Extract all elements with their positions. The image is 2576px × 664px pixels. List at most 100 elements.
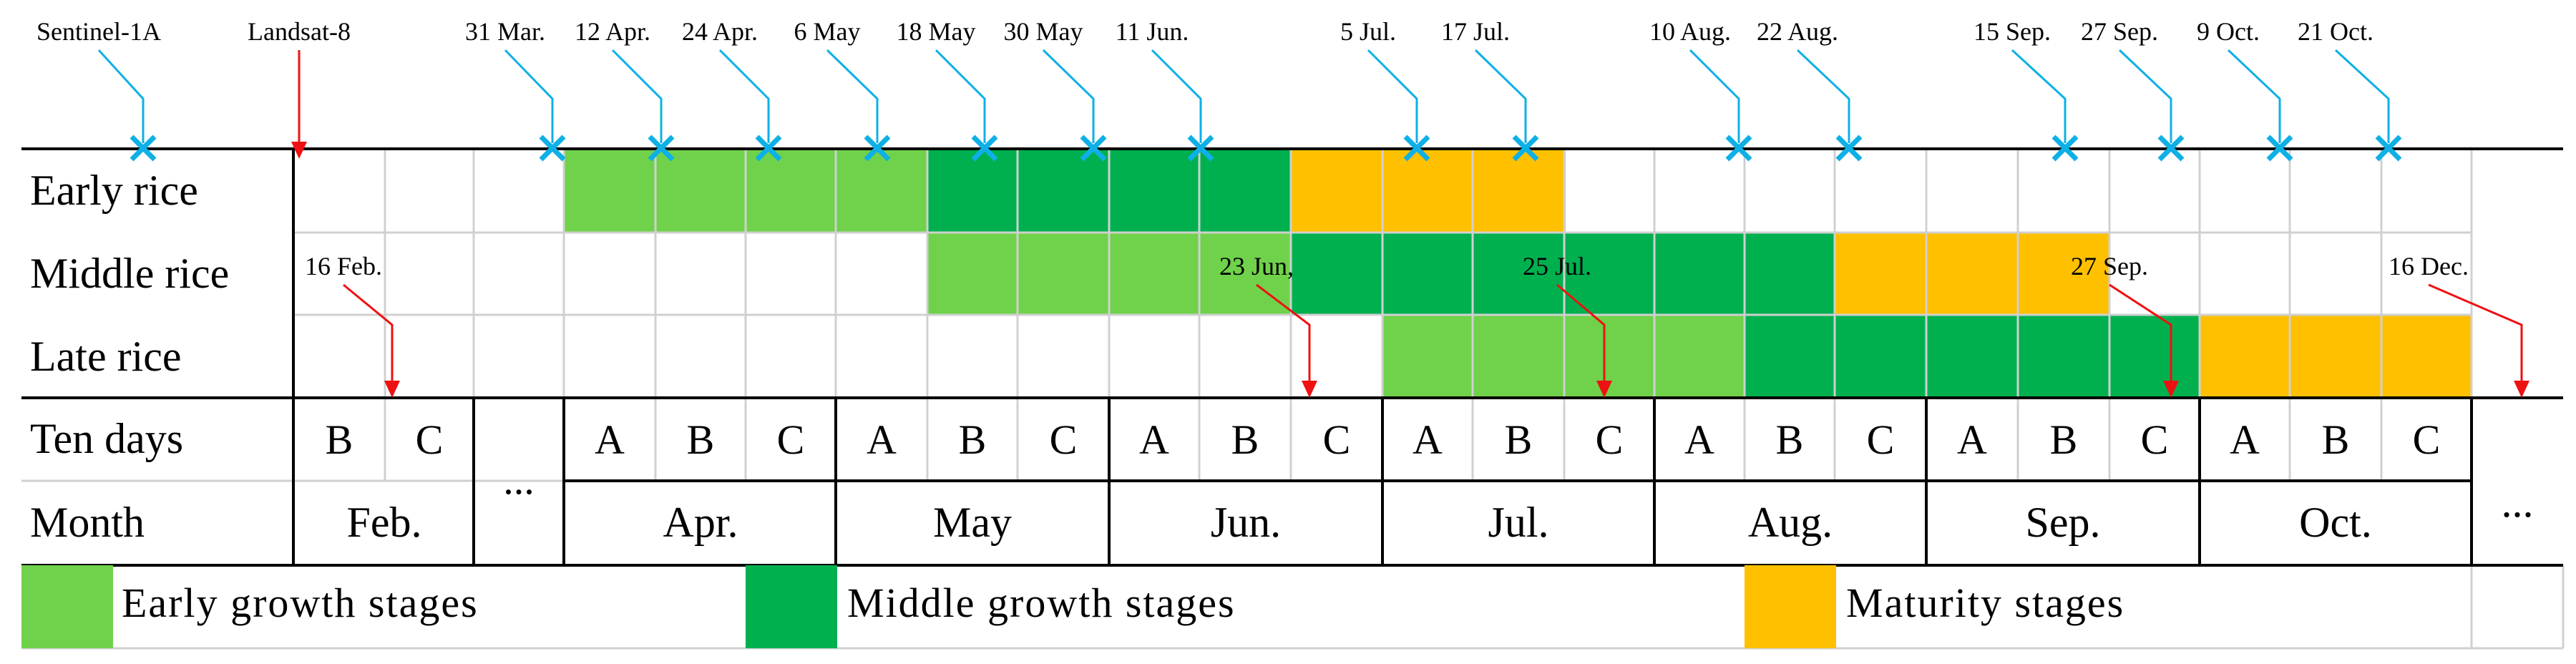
ten-days-cell: A [1684, 416, 1714, 463]
sentinel-cross-icon [2375, 135, 2402, 162]
table-borders [21, 147, 2563, 567]
ten-days-cell: C [1596, 416, 1624, 463]
ten-days-cell: C [2413, 416, 2441, 463]
legend-label-early: Early growth stages [122, 580, 479, 626]
middle-rice-maturity-stage [1835, 233, 2109, 315]
landsat-leader-line [1256, 283, 1311, 384]
sentinel-cross-icon [539, 135, 566, 162]
sentinel-cross-icon [130, 135, 157, 162]
ten-days-cell: C [777, 416, 805, 463]
landsat-leader-line [2109, 283, 2172, 384]
ten-days-cell: B [1231, 416, 1259, 463]
ten-days-cell: C [1867, 416, 1895, 463]
sentinel-leader-line [1151, 49, 1202, 143]
acquisition-date-label: 16 Dec. [2389, 252, 2469, 280]
month-cell: Aug. [1748, 499, 1833, 546]
month-cell: Feb. [347, 499, 422, 546]
sentinel-cross-icon [1080, 135, 1107, 162]
stage-bars [564, 149, 2472, 398]
sentinel-leader-line [826, 49, 879, 143]
row-label-late-rice: Late rice [30, 333, 182, 380]
month-row: Feb. Apr. May Jun. Jul. Aug. Sep. Oct. .… [347, 479, 2534, 546]
acquisition-date-label: 17 Jul. [1441, 17, 1510, 46]
ten-days-cell: B [1505, 416, 1533, 463]
acquisition-date-label: 23 Jun, [1219, 252, 1294, 280]
month-cell: Jul. [1488, 499, 1548, 546]
acquisition-date-label: 9 Oct. [2197, 17, 2260, 46]
ten-days-cell: B [326, 416, 353, 463]
month-cell: May [933, 499, 1012, 546]
sentinel-leader-line [2334, 49, 2390, 143]
sentinel-cross-icon [755, 135, 782, 162]
ten-days-cell: C [1050, 416, 1078, 463]
row-label-early-rice: Early rice [30, 167, 198, 214]
landsat-leader-line [343, 283, 394, 384]
month-cell: Apr. [663, 499, 738, 546]
legend-swatch-maturity [1745, 565, 1836, 648]
landsat-leader-line [2428, 283, 2523, 384]
sentinel-leader-line [935, 49, 986, 143]
ten-days-cell: B [959, 416, 987, 463]
ten-days-cell: A [2230, 416, 2260, 463]
legend: Early growth stages Middle growth stages… [21, 565, 2124, 648]
landsat-arrow-icon [2163, 381, 2179, 398]
sentinel-cross-icon [1835, 135, 1863, 162]
acquisition-date-label: 5 Jul. [1340, 17, 1396, 46]
sentinel-leader-line [1474, 49, 1527, 143]
sentinel-leader-line [1042, 49, 1095, 143]
ten-days-cell: C [2141, 416, 2169, 463]
row-label-ten-days: Ten days [30, 415, 183, 462]
sentinel-leader-line [2011, 49, 2067, 143]
landsat-arrow-icon [1596, 381, 1612, 398]
early-rice-maturity-stage [1291, 149, 1566, 233]
ten-days-cell: C [416, 416, 444, 463]
acquisition-date-label: 18 May [897, 17, 976, 46]
legend-swatch-early [21, 565, 113, 648]
acquisition-date-label: 6 May [794, 17, 861, 46]
sentinel-leader-line [1796, 49, 1850, 143]
ten-days-cell: B [2050, 416, 2078, 463]
sentinel-cross-icon [971, 135, 998, 162]
sentinel-cross-icon [1512, 135, 1539, 162]
row-label-middle-rice: Middle rice [30, 250, 229, 297]
acquisition-markers: Sentinel-1A Landsat-8 31 Mar. 12 Apr. 24 Apr… [36, 17, 2402, 162]
month-cell: Sep. [2026, 499, 2101, 546]
landsat-arrow-icon [291, 142, 307, 159]
acquisition-date-label: 30 May [1004, 17, 1083, 46]
acquisition-date-label: 24 Apr. [682, 17, 758, 46]
sentinel-cross-icon [1187, 135, 1214, 162]
legend-label-maturity: Maturity stages [1846, 580, 2124, 626]
acquisition-date-label: 21 Oct. [2298, 17, 2373, 46]
legend-label-middle: Middle growth stages [847, 580, 1236, 626]
sentinel-cross-icon [2266, 135, 2293, 162]
acquisition-date-label: 25 Jul. [1523, 252, 1591, 280]
row-label-month: Month [30, 499, 145, 546]
ten-days-cell: A [867, 416, 897, 463]
landsat-arrow-icon [384, 381, 400, 398]
sentinel-leader-line [2227, 49, 2281, 143]
acquisition-date-label: 11 Jun. [1116, 17, 1189, 46]
sentinel-cross-icon [648, 135, 675, 162]
acquisition-date-label: 22 Aug. [1757, 17, 1838, 46]
ten-days-cell: A [595, 416, 625, 463]
ten-days-cell: A [1957, 416, 1987, 463]
acquisition-date-label: 31 Mar. [465, 17, 545, 46]
ten-days-row: B C ... A B C A B C A B C A B C A B C A … [326, 416, 2441, 503]
sentinel-cross-icon [2157, 135, 2185, 162]
sentinel-cross-icon [864, 135, 891, 162]
acquisition-date-label: 10 Aug. [1649, 17, 1731, 46]
acquisition-date-label: 16 Feb. [305, 252, 382, 280]
sentinel-leader-line [2118, 49, 2172, 143]
ten-days-cell: B [1776, 416, 1804, 463]
acquisition-date-label: Sentinel-1A [36, 17, 161, 46]
legend-swatch-middle [746, 565, 837, 648]
acquisition-date-label: 12 Apr. [575, 17, 650, 46]
sentinel-cross-icon [2051, 135, 2079, 162]
ten-days-cell: A [1139, 416, 1169, 463]
ten-days-cell: B [687, 416, 715, 463]
ten-days-cell: A [1413, 416, 1443, 463]
late-rice-maturity-stage [2200, 315, 2472, 398]
sentinel-leader-line [504, 49, 554, 143]
sentinel-cross-icon [1403, 135, 1430, 162]
